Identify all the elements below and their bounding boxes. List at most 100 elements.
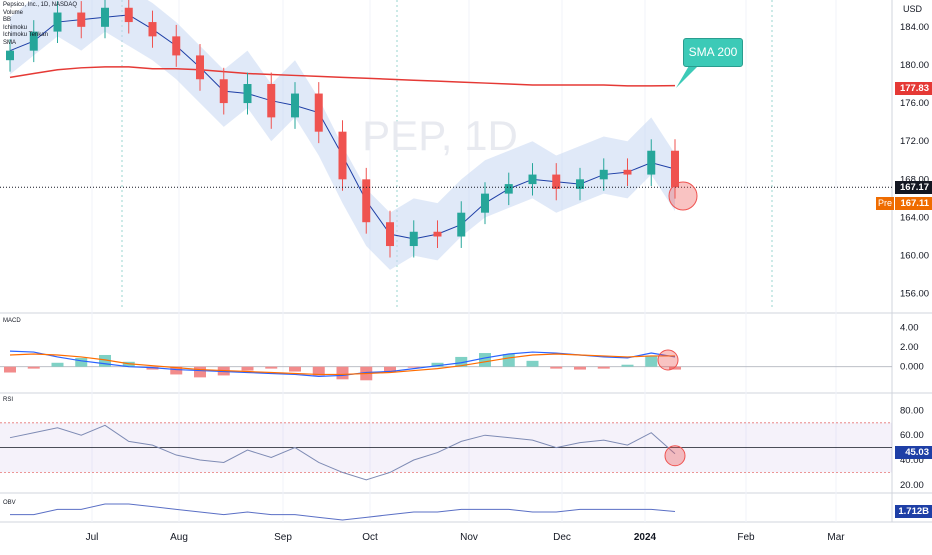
legend-line-tenkan[interactable]: Ichimoku Tenkan (3, 32, 48, 38)
rsi-axis-tick: 60.00 (900, 430, 924, 441)
candle-body (386, 222, 394, 247)
macd-histogram-bar (4, 366, 16, 373)
highlight-circle (668, 181, 698, 211)
time-axis-label: Jul (86, 532, 99, 543)
time-axis-label: 2024 (634, 532, 657, 543)
macd-histogram-bar (27, 366, 40, 369)
price-axis-tick: 172.00 (900, 136, 929, 147)
legend-line-volume[interactable]: Volume (3, 9, 24, 16)
candle-body (576, 179, 584, 189)
legend-line-bb[interactable]: BB (3, 17, 12, 23)
candle-body (457, 212, 466, 237)
rsi-axis-tick: 40.00 (900, 455, 924, 466)
candle-body (314, 93, 323, 132)
price-axis-tick: 176.00 (900, 98, 929, 109)
macd-histogram-bar (669, 366, 681, 370)
macd-histogram-bar (170, 366, 183, 375)
candle-body (243, 84, 252, 104)
macd-histogram-bar (502, 354, 515, 367)
candle-body (433, 231, 442, 237)
time-axis-label: Aug (170, 532, 188, 543)
rsi-axis-tick: 80.00 (900, 405, 924, 416)
price-axis-tick: 160.00 (900, 251, 929, 262)
macd-axis-tick: 0.000 (900, 362, 924, 373)
candle-body (528, 174, 537, 185)
rsi-highlight-circle (664, 445, 686, 467)
macd-histogram-bar (645, 355, 658, 367)
obv-pane-label: OBV (3, 500, 16, 506)
time-axis-label: Sep (274, 532, 292, 543)
time-axis-label: Mar (827, 532, 845, 543)
macd-histogram-bar (526, 360, 539, 367)
price-axis-tick: 156.00 (900, 289, 929, 300)
macd-histogram-bar (312, 366, 325, 376)
macd-axis-tick: 2.00 (900, 342, 919, 353)
macd-histogram-bar (265, 366, 278, 369)
macd-histogram-bar (336, 366, 349, 380)
sma200-line (9, 66, 676, 87)
last-price-tag: 167.17 (895, 181, 932, 194)
macd-histogram-bar (75, 357, 88, 367)
legend-line-sma[interactable]: SMA (3, 39, 17, 46)
time-axis-label: Dec (553, 532, 571, 543)
macd-histogram-bar (407, 366, 420, 368)
legend-line-ichimoku[interactable]: Ichimoku (3, 24, 28, 31)
obv-line (10, 503, 676, 521)
candle-body (172, 36, 181, 56)
candle-body (124, 7, 133, 23)
rsi-line (9, 424, 676, 481)
candle-body (101, 7, 109, 27)
candle-body (623, 169, 632, 175)
macd-histogram-bar (550, 366, 563, 369)
time-axis-label: Feb (737, 532, 755, 543)
candle-body (504, 184, 513, 194)
macd-histogram-bar (597, 366, 610, 369)
macd-histogram-bar (479, 353, 491, 367)
pre-market-badge: Pre (876, 197, 894, 210)
rsi-axis-tick: 20.00 (900, 480, 924, 491)
macd-highlight-circle (657, 349, 679, 371)
indicator-legend: Pepsico, Inc., 1D, NASDAQ Volume BB Ichi… (3, 2, 77, 47)
pre-market-price-tag: 167.11 (895, 197, 932, 210)
candle-body (267, 84, 276, 118)
macd-histogram-bar (99, 354, 111, 367)
candle-body (647, 150, 656, 175)
time-axis-label: Oct (362, 532, 378, 543)
sma200-callout-pointer (676, 64, 700, 88)
sma200-price-tag: 177.83 (895, 82, 932, 95)
legend-line-symbol[interactable]: Pepsico, Inc., 1D, NASDAQ (3, 2, 78, 8)
candle-body (481, 193, 489, 213)
macd-pane-label: MACD (3, 318, 21, 324)
candle-body (552, 174, 561, 189)
candle-body (29, 31, 38, 51)
macd-histogram-bar (289, 366, 301, 372)
price-axis-tick: 164.00 (900, 212, 929, 223)
macd-histogram-bar (455, 356, 468, 367)
rsi-pane-label: RSI (3, 397, 14, 403)
candle-body (77, 12, 86, 27)
macd-histogram-bar (194, 366, 206, 378)
macd-histogram-bar (621, 364, 634, 367)
price-axis-tick: 168.00 (900, 174, 929, 185)
candle-body (599, 169, 608, 180)
rsi-value-tag: 45.03 (895, 446, 932, 459)
candle-body (196, 55, 204, 80)
currency-label[interactable]: USD (903, 4, 923, 14)
sma200-callout: SMA 200 (683, 38, 743, 67)
candle-body (53, 12, 62, 32)
symbol-watermark: PEP, 1D (362, 112, 518, 159)
candle-body (338, 131, 347, 180)
candle-body (291, 93, 299, 118)
time-axis-label: Nov (460, 532, 478, 543)
macd-histogram-bar (431, 362, 444, 367)
macd-histogram-bar (241, 366, 254, 371)
candle-body (219, 79, 228, 104)
macd-line (9, 350, 676, 378)
macd-histogram-bar (384, 366, 396, 373)
macd-histogram-bar (574, 366, 586, 370)
macd-histogram-bar (51, 362, 64, 367)
price-axis-tick: 180.00 (900, 60, 929, 71)
candle-body (671, 150, 679, 188)
candle-body (362, 179, 371, 223)
